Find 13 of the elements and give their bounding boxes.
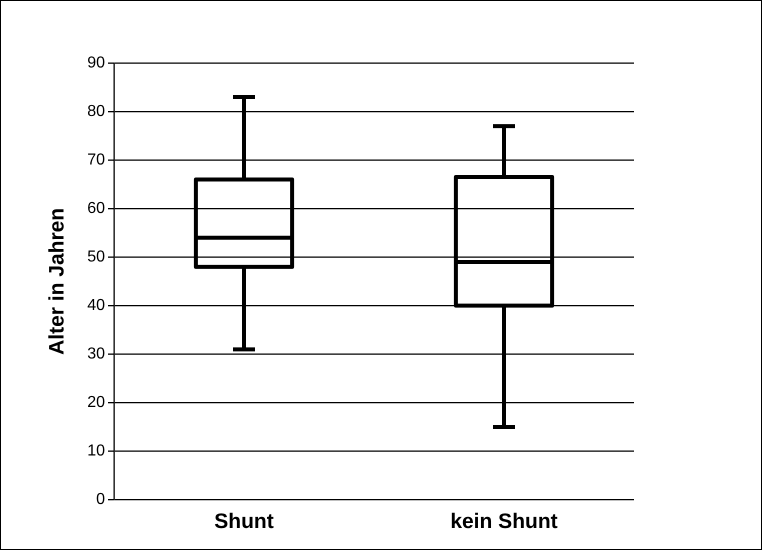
y-tick-label: 10 xyxy=(87,442,106,460)
x-tick-label: Shunt xyxy=(214,510,274,534)
y-tick-label: 40 xyxy=(87,297,106,314)
y-tick-label: 50 xyxy=(87,248,106,266)
y-tick-label: 80 xyxy=(87,102,106,120)
y-axis-title: Alter in Jahren xyxy=(45,208,68,355)
y-tick-label: 30 xyxy=(87,346,106,363)
y-tick-label: 60 xyxy=(87,200,106,218)
x-tick-label: kein Shunt xyxy=(450,510,558,534)
y-tick-label: 90 xyxy=(87,54,106,72)
y-tick-label: 70 xyxy=(87,151,106,168)
y-tick-label: 0 xyxy=(96,491,106,508)
y-tick-label: 20 xyxy=(87,394,106,412)
